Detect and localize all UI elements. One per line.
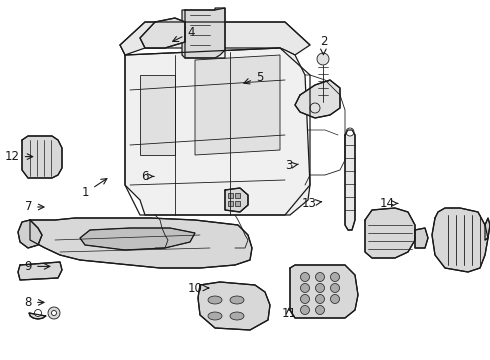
Circle shape: [48, 307, 60, 319]
Circle shape: [330, 284, 340, 292]
Ellipse shape: [208, 296, 222, 304]
Circle shape: [316, 284, 324, 292]
Polygon shape: [225, 188, 248, 212]
Polygon shape: [195, 55, 280, 155]
Polygon shape: [30, 218, 252, 268]
Circle shape: [316, 294, 324, 303]
Text: 7: 7: [24, 201, 44, 213]
Circle shape: [330, 294, 340, 303]
Circle shape: [316, 273, 324, 282]
Circle shape: [300, 284, 310, 292]
Circle shape: [346, 128, 354, 136]
Circle shape: [300, 273, 310, 282]
Text: 14: 14: [380, 197, 397, 210]
Polygon shape: [345, 130, 355, 230]
Polygon shape: [120, 22, 310, 55]
Circle shape: [316, 306, 324, 315]
Polygon shape: [29, 313, 46, 319]
Ellipse shape: [230, 312, 244, 320]
Text: 2: 2: [319, 35, 327, 55]
Text: 9: 9: [24, 260, 50, 273]
Text: 5: 5: [244, 71, 264, 84]
Circle shape: [300, 294, 310, 303]
Text: 3: 3: [285, 159, 298, 172]
Circle shape: [51, 310, 56, 315]
Polygon shape: [432, 208, 488, 272]
Polygon shape: [182, 8, 225, 58]
Text: 8: 8: [24, 296, 44, 309]
Circle shape: [330, 273, 340, 282]
Text: 12: 12: [5, 150, 33, 163]
Polygon shape: [140, 18, 185, 48]
Polygon shape: [365, 208, 415, 258]
Text: 10: 10: [188, 282, 209, 294]
Polygon shape: [485, 218, 490, 240]
Polygon shape: [290, 265, 358, 318]
Text: 1: 1: [82, 179, 107, 199]
Polygon shape: [80, 228, 195, 250]
Bar: [235, 201, 240, 206]
Circle shape: [317, 53, 329, 65]
Bar: [235, 193, 240, 198]
Text: 4: 4: [172, 26, 195, 41]
Ellipse shape: [208, 312, 222, 320]
Circle shape: [310, 103, 320, 113]
Polygon shape: [18, 220, 42, 248]
Text: 6: 6: [141, 170, 154, 183]
Polygon shape: [125, 48, 310, 215]
Text: 13: 13: [301, 197, 322, 210]
Ellipse shape: [230, 296, 244, 304]
Polygon shape: [198, 282, 270, 330]
Circle shape: [300, 306, 310, 315]
Polygon shape: [22, 136, 62, 178]
Bar: [228, 201, 233, 206]
Polygon shape: [140, 75, 175, 155]
Polygon shape: [295, 80, 340, 118]
Text: 11: 11: [282, 307, 296, 320]
Circle shape: [34, 310, 42, 316]
Bar: [228, 193, 233, 198]
Polygon shape: [415, 228, 428, 248]
Polygon shape: [18, 262, 62, 280]
